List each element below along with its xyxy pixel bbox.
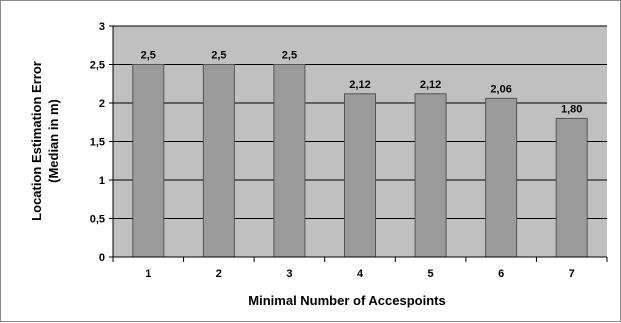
bar — [485, 97, 518, 258]
x-tick-label: 7 — [569, 268, 575, 280]
x-tick-label: 6 — [498, 268, 504, 280]
data-label: 1,80 — [561, 103, 582, 115]
data-label: 2,5 — [282, 50, 297, 62]
data-label: 2,06 — [490, 83, 511, 95]
y-tick-label: 1 — [99, 175, 105, 187]
data-label: 2,12 — [420, 79, 441, 91]
bars — [132, 64, 588, 258]
y-axis-title-line1: Location Estimation Error — [29, 61, 44, 221]
y-axis-ticks: 0 0,5 1 1,5 2 2,5 3 — [90, 21, 113, 264]
x-tick-label: 5 — [428, 268, 434, 280]
data-label: 2,12 — [349, 79, 370, 91]
bar — [132, 64, 165, 258]
y-axis-title-line2: (Median in m) — [46, 99, 61, 183]
x-tick-label: 1 — [145, 268, 151, 280]
y-tick-label: 0 — [99, 252, 105, 264]
y-tick-label: 1,5 — [90, 137, 105, 149]
x-tick-label: 4 — [357, 268, 364, 280]
y-tick-label: 0,5 — [90, 214, 105, 226]
y-tick-label: 2,5 — [90, 60, 105, 72]
data-label: 2,5 — [141, 50, 156, 62]
x-tick-label: 3 — [286, 268, 292, 280]
y-tick-label: 2 — [99, 98, 105, 110]
data-labels: 2,5 2,5 2,5 2,12 2,12 2,06 1,80 — [141, 50, 583, 116]
x-tick-label: 2 — [216, 268, 222, 280]
x-axis-ticks: 1 2 3 4 5 6 7 — [112, 257, 608, 280]
bar — [344, 93, 376, 258]
bar — [273, 64, 306, 258]
bar — [414, 93, 447, 258]
y-tick-label: 3 — [99, 21, 105, 33]
bar — [555, 117, 588, 258]
x-axis-title: Minimal Number of Accespoints — [248, 293, 445, 308]
data-label: 2,5 — [211, 50, 226, 62]
bar — [202, 64, 235, 258]
